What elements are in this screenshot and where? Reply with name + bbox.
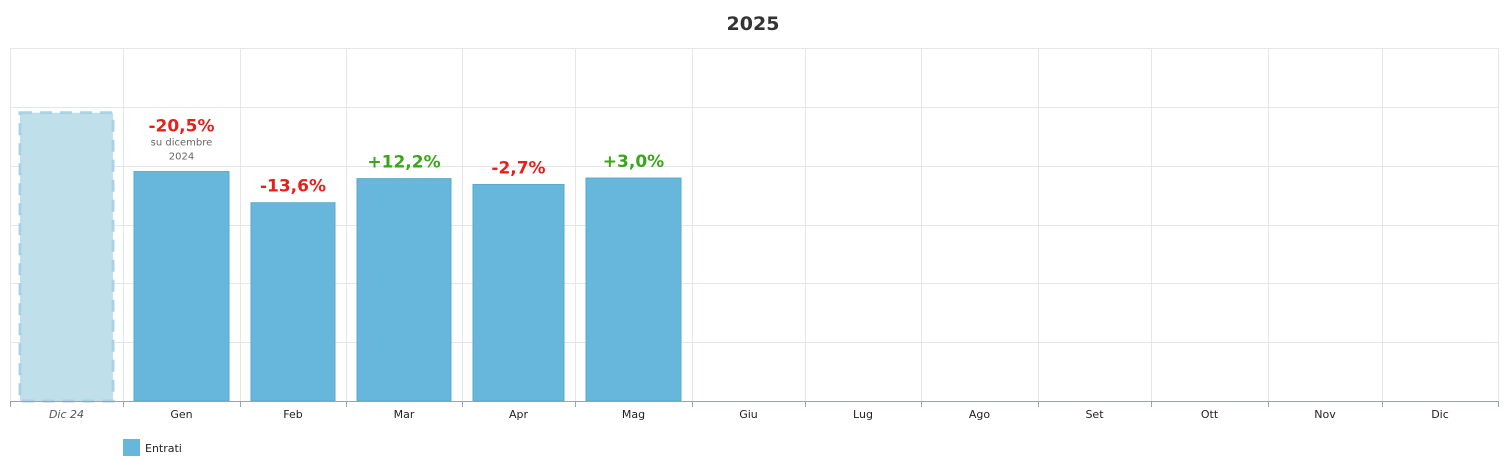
change-label: +3,0% bbox=[603, 152, 664, 172]
x-tick-label: Apr bbox=[509, 408, 529, 421]
x-tick-label: Giu bbox=[739, 408, 758, 421]
bars-group bbox=[18, 111, 682, 403]
x-tick-label: Mag bbox=[622, 408, 645, 421]
bar[interactable] bbox=[356, 178, 452, 402]
change-label: -13,6% bbox=[260, 177, 326, 197]
x-tick-label: Gen bbox=[170, 408, 192, 421]
x-axis: Dic 24 Gen Feb Mar Apr Mag Giu Lug Ago Set Ott Nov D… bbox=[10, 401, 1499, 421]
legend-swatch[interactable] bbox=[123, 439, 140, 456]
legend[interactable]: Entrati bbox=[123, 439, 182, 456]
bar[interactable] bbox=[250, 202, 336, 402]
x-tick-label: Dic bbox=[1431, 408, 1449, 421]
x-tick-label: Lug bbox=[853, 408, 873, 421]
change-labels-group: -20,5%su dicembre 2024 -13,6% +12,2% -2,7% +3… bbox=[148, 117, 664, 197]
change-label: -2,7% bbox=[491, 158, 545, 178]
change-label: -20,5% bbox=[148, 117, 214, 137]
bar[interactable] bbox=[472, 183, 565, 402]
x-tick-label: Set bbox=[1085, 408, 1104, 421]
chart-grid bbox=[10, 48, 1499, 402]
bar[interactable] bbox=[585, 177, 682, 402]
change-label: +12,2% bbox=[367, 153, 440, 173]
x-tick-label: Nov bbox=[1314, 408, 1336, 421]
bar-reference[interactable] bbox=[18, 111, 115, 403]
x-tick-label: Ott bbox=[1201, 408, 1219, 421]
x-tick-label-reference: Dic 24 bbox=[49, 408, 84, 421]
x-tick-label: Feb bbox=[283, 408, 302, 421]
bar[interactable] bbox=[133, 171, 230, 402]
x-tick-label: Ago bbox=[969, 408, 991, 421]
x-tick-label: Mar bbox=[394, 408, 415, 421]
change-note: su dicembre bbox=[151, 138, 213, 149]
change-note: 2024 bbox=[169, 152, 194, 163]
chart-title: 2025 bbox=[727, 13, 780, 35]
legend-label[interactable]: Entrati bbox=[145, 442, 182, 455]
